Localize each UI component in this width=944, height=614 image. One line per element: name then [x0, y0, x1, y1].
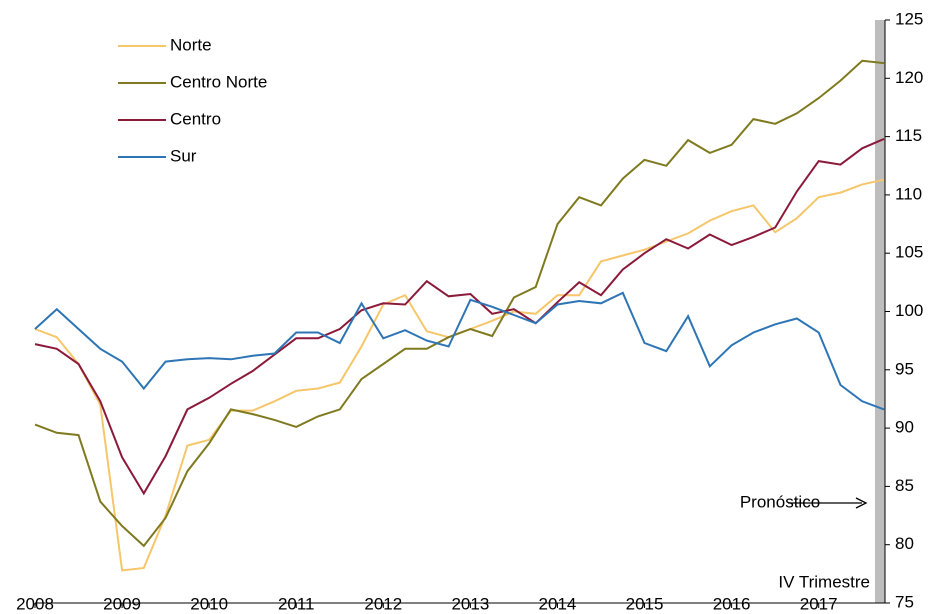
series-line — [34, 137, 885, 496]
legend-label: Centro — [170, 109, 221, 128]
x-tick-label: 2008 — [16, 594, 54, 613]
y-tick-label: 120 — [895, 68, 923, 87]
y-tick-label: 125 — [895, 9, 923, 28]
x-tick-label: 2016 — [713, 594, 751, 613]
x-tick-label: 2017 — [800, 594, 838, 613]
x-tick-label: 2013 — [451, 594, 489, 613]
x-tick-label: 2014 — [539, 594, 577, 613]
x-tick-label: 2012 — [364, 594, 402, 613]
y-tick-label: 80 — [895, 534, 914, 553]
x-tick-label: 2011 — [278, 594, 315, 613]
y-tick-label: 90 — [895, 418, 914, 437]
x-tick-label: 2010 — [190, 594, 228, 613]
y-tick-label: 110 — [895, 184, 922, 203]
x-tick-label: 2015 — [626, 594, 664, 613]
series-line — [34, 59, 885, 548]
series-line — [34, 291, 885, 411]
period-label: IV Trimestre — [778, 572, 870, 591]
y-tick-label: 85 — [895, 476, 914, 495]
legend-label: Sur — [170, 146, 197, 165]
forecast-label: Pronóstico — [740, 492, 820, 511]
x-tick-label: 2009 — [103, 594, 141, 613]
forecast-arrow-head — [855, 497, 868, 509]
y-tick-label: 115 — [895, 126, 922, 145]
y-tick-label: 100 — [895, 301, 923, 320]
legend-label: Centro Norte — [170, 72, 267, 91]
y-tick-label: 105 — [895, 243, 923, 262]
y-tick-label: 75 — [895, 592, 914, 611]
series-line — [34, 178, 885, 572]
y-tick-label: 95 — [895, 359, 914, 378]
forecast-band — [875, 20, 885, 603]
legend-label: Norte — [170, 35, 212, 54]
